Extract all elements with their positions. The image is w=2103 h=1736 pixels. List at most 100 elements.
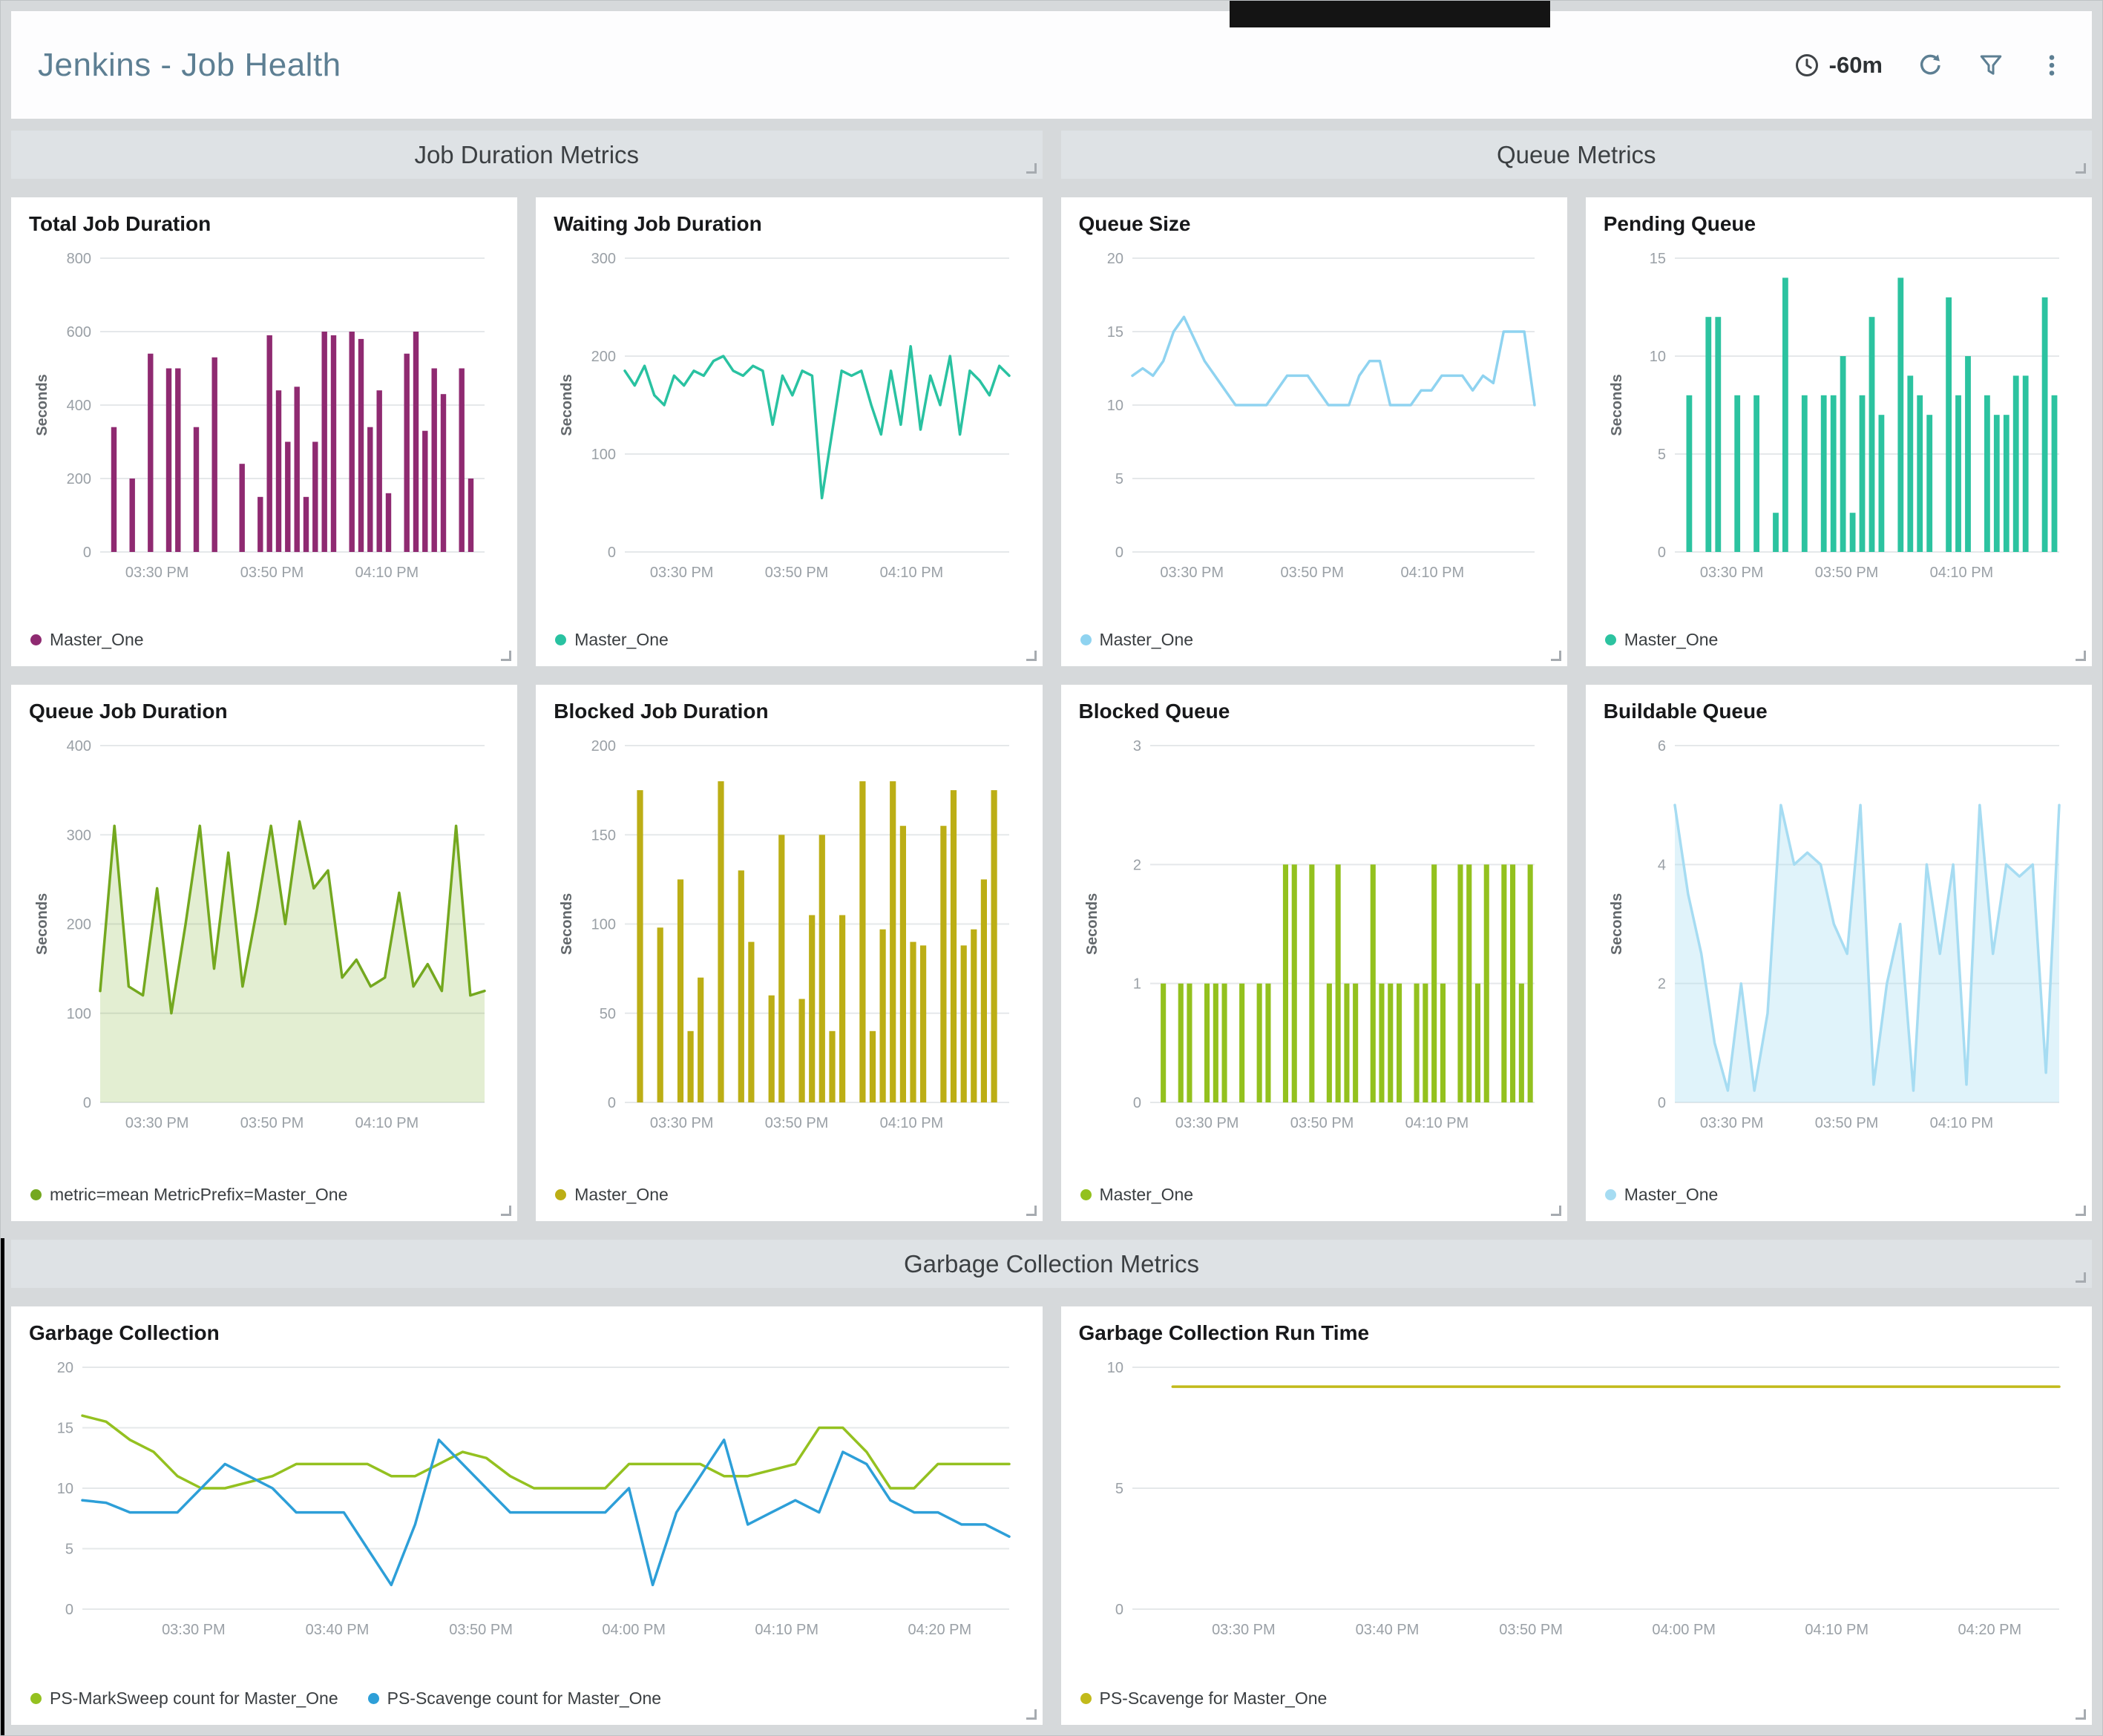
legend-label: PS-Scavenge for Master_One: [1099, 1689, 1328, 1708]
resize-handle-icon[interactable]: [1550, 651, 1561, 661]
svg-text:10: 10: [1106, 1360, 1123, 1376]
left-edge-marker: [1, 1238, 4, 1735]
legend-item[interactable]: PS-Scavenge count for Master_One: [367, 1689, 661, 1709]
svg-text:04:10 PM: 04:10 PM: [1929, 565, 1993, 581]
svg-text:Seconds: Seconds: [34, 893, 50, 955]
chart-legend: Master_One: [1604, 624, 2074, 657]
svg-text:03:30 PM: 03:30 PM: [1700, 565, 1764, 581]
legend-label: Master_One: [1099, 1185, 1194, 1204]
chart[interactable]: 0 200 400 600 800 03:30 PM 03:50 PM 04:10 PM Sec…: [29, 246, 499, 588]
chart-panel: Queue Size 0 5 10 15 20 03:30 PM 03:50 PM 04:10…: [1060, 197, 1567, 666]
dashboard-title: Jenkins - Job Health: [38, 46, 341, 83]
dashboard-grid: Job Duration Metrics Queue Metrics Total…: [11, 131, 2092, 1725]
svg-text:15: 15: [1650, 251, 1666, 267]
svg-text:03:40 PM: 03:40 PM: [306, 1622, 370, 1638]
legend-label: Master_One: [50, 630, 144, 649]
chart[interactable]: 0 2 4 6 03:30 PM 03:50 PM 04:10 PM Seconds: [1604, 734, 2074, 1138]
kebab-menu-icon[interactable]: [2038, 52, 2065, 79]
panel-title: Queue Job Duration: [29, 700, 228, 723]
legend-label: Master_One: [1099, 630, 1194, 649]
svg-text:03:30 PM: 03:30 PM: [162, 1622, 226, 1638]
legend-item[interactable]: Master_One: [555, 1185, 669, 1205]
refresh-icon[interactable]: [1917, 52, 1943, 79]
svg-text:03:50 PM: 03:50 PM: [1499, 1622, 1563, 1638]
panel-title: Queue Size: [1078, 212, 1191, 235]
resize-handle-icon[interactable]: [1026, 651, 1037, 661]
filter-icon[interactable]: [1978, 52, 2004, 79]
legend-item[interactable]: Master_One: [1080, 630, 1194, 650]
time-range-control[interactable]: -60m: [1794, 52, 1883, 79]
legend-item[interactable]: Master_One: [30, 630, 144, 650]
svg-text:03:50 PM: 03:50 PM: [240, 1115, 304, 1131]
chart[interactable]: 0 5 10 15 20 03:30 PM 03:50 PM 04:10 PM: [1079, 246, 1549, 588]
resize-handle-icon[interactable]: [1026, 1206, 1037, 1216]
svg-text:10: 10: [57, 1481, 73, 1497]
svg-text:300: 300: [67, 827, 91, 844]
resize-handle-icon[interactable]: [501, 651, 512, 661]
legend-item[interactable]: Master_One: [1080, 1185, 1194, 1205]
svg-text:Seconds: Seconds: [1084, 893, 1100, 955]
svg-text:03:50 PM: 03:50 PM: [765, 1115, 829, 1131]
svg-text:03:40 PM: 03:40 PM: [1355, 1622, 1419, 1638]
svg-text:100: 100: [67, 1006, 91, 1022]
chart[interactable]: 0 50 100 150 200 03:30 PM 03:50 PM 04:10 PM Seco…: [554, 734, 1024, 1138]
section-header-garbage-collection[interactable]: Garbage Collection Metrics: [11, 1240, 2092, 1288]
resize-handle-icon[interactable]: [2076, 163, 2086, 174]
legend-item[interactable]: metric=mean MetricPrefix=Master_One: [30, 1185, 347, 1205]
chart[interactable]: 0 100 200 300 400 03:30 PM 03:50 PM 04:10 PM Sec…: [29, 734, 499, 1138]
chart-legend: PS-Scavenge for Master_One: [1079, 1683, 2075, 1716]
legend-dot-icon: [555, 1189, 567, 1200]
svg-text:2: 2: [1132, 857, 1141, 873]
resize-handle-icon[interactable]: [2076, 1709, 2086, 1720]
resize-handle-icon[interactable]: [501, 1206, 512, 1216]
panel-title: Blocked Queue: [1078, 700, 1230, 723]
svg-text:200: 200: [591, 349, 616, 365]
resize-handle-icon[interactable]: [1550, 1206, 1561, 1216]
chart[interactable]: 0 100 200 300 03:30 PM 03:50 PM 04:10 PM Second…: [554, 246, 1024, 588]
resize-handle-icon[interactable]: [2076, 1206, 2086, 1216]
svg-text:03:30 PM: 03:30 PM: [125, 1115, 189, 1131]
legend-item[interactable]: PS-Scavenge for Master_One: [1080, 1689, 1328, 1709]
chart[interactable]: 0 5 10 15 03:30 PM 03:50 PM 04:10 PM Seconds: [1604, 246, 2074, 588]
legend-item[interactable]: Master_One: [1604, 1185, 1718, 1205]
svg-text:0: 0: [83, 1095, 91, 1111]
svg-text:03:50 PM: 03:50 PM: [1280, 565, 1344, 581]
chart[interactable]: 0 1 2 3 03:30 PM 03:50 PM 04:10 PM Seconds: [1079, 734, 1549, 1138]
legend-item[interactable]: Master_One: [555, 630, 669, 650]
svg-text:04:10 PM: 04:10 PM: [755, 1622, 818, 1638]
chart-legend: Master_One: [1079, 1179, 1549, 1212]
panel-title: Garbage Collection Run Time: [1078, 1321, 1370, 1344]
svg-text:Seconds: Seconds: [1609, 374, 1625, 435]
svg-text:0: 0: [83, 545, 91, 561]
resize-handle-icon[interactable]: [2076, 651, 2086, 661]
chart-panel: Waiting Job Duration 0 100 200 300 03:30 PM 0…: [536, 197, 1043, 666]
time-range-value: -60m: [1828, 51, 1883, 78]
section-header-job-duration[interactable]: Job Duration Metrics: [11, 131, 1043, 179]
section-title: Queue Metrics: [1496, 140, 1656, 168]
legend-label: Master_One: [574, 1185, 669, 1204]
resize-handle-icon[interactable]: [1026, 163, 1037, 174]
section-header-queue[interactable]: Queue Metrics: [1060, 131, 2092, 179]
resize-handle-icon[interactable]: [2076, 1272, 2086, 1283]
svg-text:0: 0: [1658, 1095, 1666, 1111]
legend-label: metric=mean MetricPrefix=Master_One: [50, 1185, 348, 1204]
resize-handle-icon[interactable]: [1026, 1709, 1037, 1720]
dashboard-header: Jenkins - Job Health -60m: [11, 11, 2092, 119]
legend-dot-icon: [1080, 1693, 1092, 1704]
svg-text:04:10 PM: 04:10 PM: [355, 565, 419, 581]
chart[interactable]: 0 5 10 15 20 03:30 PM 03:40 PM 03:50 PM 04:00 PM…: [29, 1355, 1024, 1645]
chart[interactable]: 0 5 10 03:30 PM 03:40 PM 03:50 PM 04:00 PM 04:1…: [1079, 1355, 2074, 1645]
legend-item[interactable]: Master_One: [1604, 630, 1718, 650]
chart-legend: PS-MarkSweep count for Master_One PS-Scav…: [29, 1683, 1025, 1716]
svg-text:200: 200: [67, 917, 91, 933]
svg-text:3: 3: [1132, 738, 1141, 754]
chart-legend: metric=mean MetricPrefix=Master_One: [29, 1179, 499, 1212]
legend-item[interactable]: PS-MarkSweep count for Master_One: [30, 1689, 338, 1709]
chart-panel: Buildable Queue 0 2 4 6 03:30 PM 03:50 PM 04:1…: [1585, 685, 2092, 1221]
panel-title: Garbage Collection: [29, 1321, 220, 1344]
svg-text:6: 6: [1658, 738, 1666, 754]
chart-panel: Pending Queue 0 5 10 15 03:30 PM 03:50 PM 04:1…: [1585, 197, 2092, 666]
svg-text:03:30 PM: 03:30 PM: [1175, 1115, 1238, 1131]
svg-text:03:30 PM: 03:30 PM: [650, 565, 714, 581]
